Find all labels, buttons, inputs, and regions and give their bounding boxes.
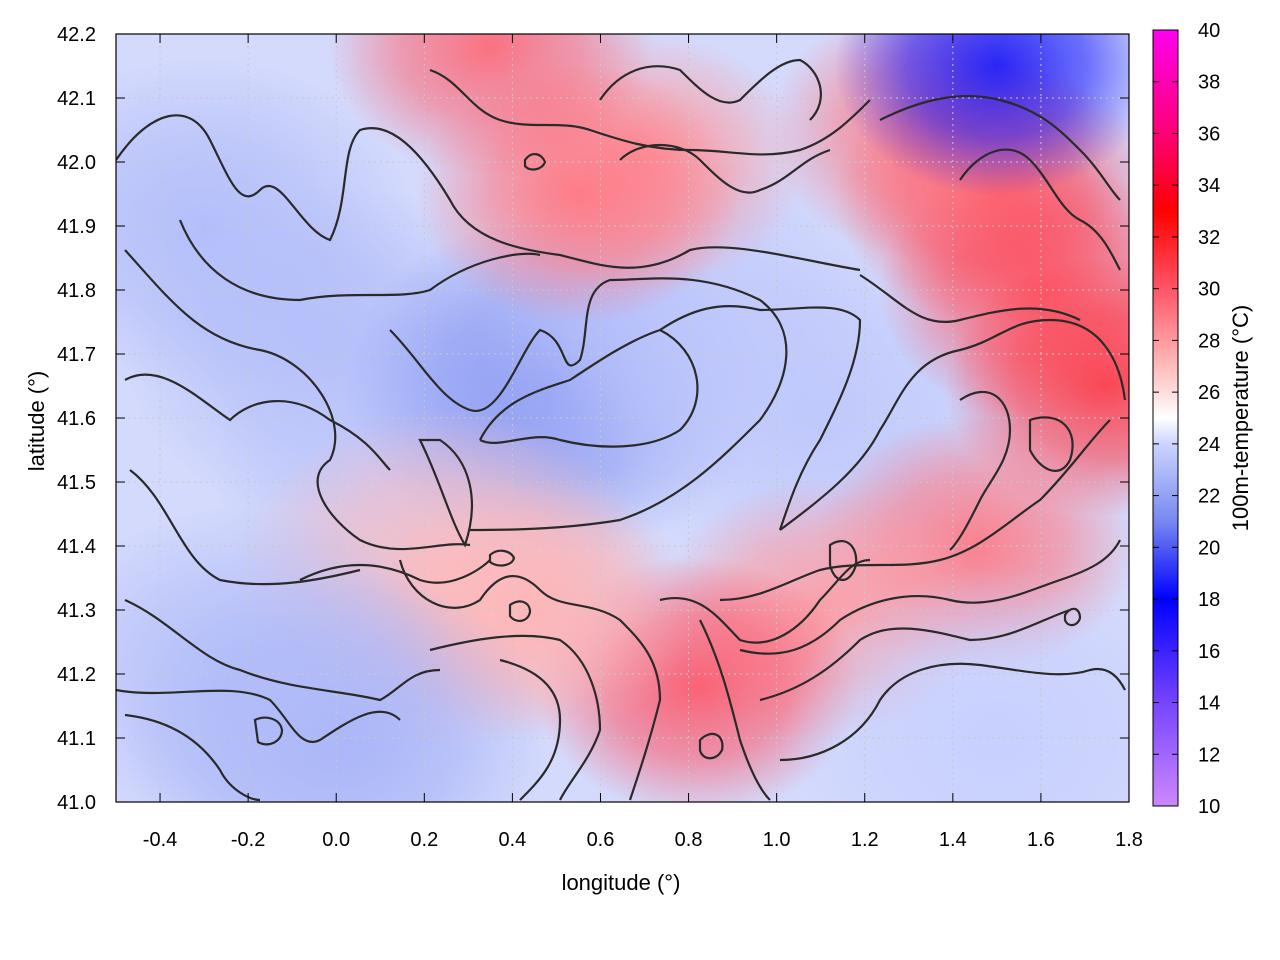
- colorbar-ticks: 10 12 14 16 18 20 22 24 26 28 30 32 34 36 38 40: [1153, 20, 1220, 818]
- contour-line: [488, 549, 516, 567]
- contour-line: [828, 540, 858, 582]
- contour-line: [124, 373, 391, 471]
- colorbar-tick-label: 40: [1198, 20, 1220, 42]
- contour-line: [1028, 416, 1074, 472]
- contour-line: [659, 304, 862, 531]
- y-axis-label: latitude (°): [24, 371, 49, 472]
- contour-line: [178, 219, 541, 302]
- contour-line: [124, 249, 471, 551]
- colorbar-tick-label: 10: [1198, 796, 1220, 818]
- colorbar-gradient: [1152, 29, 1179, 807]
- y-tick-label: 41.9: [57, 216, 96, 238]
- contour-line: [116, 688, 401, 743]
- x-tick-label: 0.0: [322, 829, 350, 851]
- x-axis-label: longitude (°): [562, 870, 681, 895]
- colorbar-tick-label: 12: [1198, 744, 1220, 766]
- contour-line: [949, 390, 1012, 551]
- heatmap-cell: [116, 504, 461, 802]
- x-tick-label: -0.4: [143, 829, 177, 851]
- y-tick-label: 42.0: [57, 152, 96, 174]
- x-tick-label: 1.0: [763, 829, 791, 851]
- colorbar-tick-label: 24: [1198, 434, 1220, 456]
- contour-line: [129, 469, 361, 586]
- y-tick-label: 41.7: [57, 344, 96, 366]
- plot-area: [116, 34, 1129, 802]
- colorbar-tick-label: 26: [1198, 382, 1220, 404]
- contour-line: [418, 438, 473, 548]
- heatmap-cell: [327, 34, 653, 177]
- x-tick-label: 0.2: [410, 829, 438, 851]
- x-axis: -0.4 -0.2 0.0 0.2 0.4 0.6 0.8 1.0 1.2 1.4 1.6 1.8: [143, 34, 1143, 851]
- y-tick-label: 41.2: [57, 664, 96, 686]
- x-tick-label: 0.6: [587, 829, 615, 851]
- x-tick-label: -0.2: [231, 829, 265, 851]
- contour-line: [398, 559, 662, 801]
- contour-line: [389, 277, 788, 532]
- colorbar-tick-label: 22: [1198, 486, 1220, 508]
- contour-line: [508, 600, 532, 622]
- contour-line: [523, 153, 547, 171]
- contour-line: [659, 558, 871, 644]
- contour-line: [959, 148, 1121, 271]
- contour-line: [299, 559, 491, 584]
- contour-lines: [116, 58, 1127, 802]
- contour-line: [619, 143, 831, 194]
- colorbar-tick-label: 34: [1198, 175, 1220, 197]
- colorbar-label: 100m-temperature (°C): [1228, 305, 1253, 531]
- y-axis: 41.0 41.1 41.2 41.3 41.4 41.5 41.6 41.7 41.8 41.9…: [57, 24, 1129, 814]
- x-tick-label: 1.4: [939, 829, 967, 851]
- contour-line: [124, 598, 441, 702]
- contour-line: [1063, 607, 1082, 627]
- colorbar-tick-label: 36: [1198, 123, 1220, 145]
- colorbar-tick-label: 20: [1198, 537, 1220, 559]
- contour-line: [719, 419, 1111, 602]
- colorbar-tick-label: 16: [1198, 641, 1220, 663]
- contour-line: [499, 658, 562, 801]
- colorbar-tick-label: 18: [1198, 589, 1220, 611]
- contour-line: [698, 732, 724, 760]
- contour-line: [116, 114, 861, 272]
- y-tick-label: 41.5: [57, 472, 96, 494]
- contour-line: [599, 58, 822, 121]
- x-tick-label: 0.8: [675, 829, 703, 851]
- heatmap-field: [116, 34, 1129, 802]
- colorbar-tick-label: 28: [1198, 330, 1220, 352]
- colorbar-tick-label: 32: [1198, 227, 1220, 249]
- contour-line: [124, 713, 261, 802]
- y-tick-label: 41.1: [57, 728, 96, 750]
- contour-line: [253, 716, 284, 746]
- y-tick-label: 42.2: [57, 24, 96, 46]
- contour-line: [759, 608, 1071, 702]
- colorbar: 10 12 14 16 18 20 22 24 26 28 30 32 34 36 38 40: [1152, 20, 1220, 818]
- y-tick-label: 41.4: [57, 536, 96, 558]
- x-tick-label: 1.6: [1027, 829, 1055, 851]
- x-tick-label: 1.2: [851, 829, 879, 851]
- colorbar-tick-label: 14: [1198, 693, 1220, 715]
- x-tick-label: 0.4: [498, 829, 526, 851]
- contour-line: [859, 274, 1081, 323]
- y-tick-label: 42.1: [57, 88, 96, 110]
- contour-line: [739, 539, 1121, 655]
- contour-line: [429, 634, 602, 801]
- y-tick-label: 41.6: [57, 408, 96, 430]
- y-tick-label: 41.8: [57, 280, 96, 302]
- contour-line: [779, 318, 1127, 531]
- contour-line: [879, 94, 1121, 201]
- contour-line: [699, 619, 771, 801]
- contour-line: [429, 68, 871, 156]
- colorbar-tick-label: 38: [1198, 72, 1220, 94]
- heatmap-cell: [784, 568, 1129, 802]
- contour-line: [479, 328, 699, 448]
- heatmap-cell: [834, 34, 1129, 196]
- y-tick-label: 41.0: [57, 792, 96, 814]
- x-tick-label: 1.8: [1115, 829, 1143, 851]
- contour-line: [779, 662, 1126, 762]
- colorbar-tick-label: 30: [1198, 279, 1220, 301]
- y-tick-label: 41.3: [57, 600, 96, 622]
